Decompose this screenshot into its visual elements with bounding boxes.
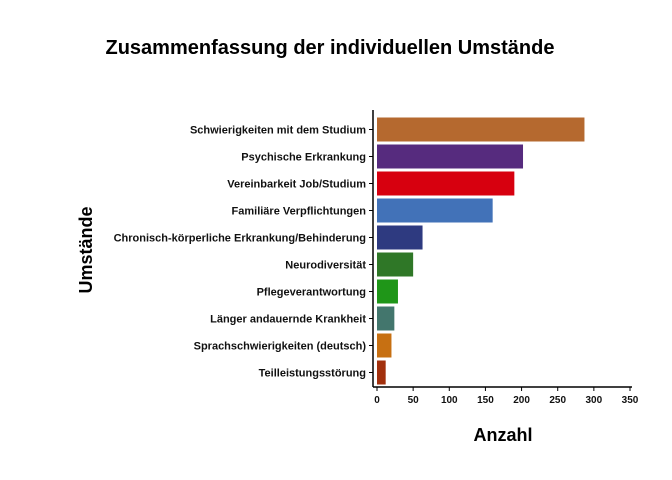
x-axis-ticks: 0 50 100 150 200 250 300 350 bbox=[374, 387, 639, 406]
category-label: Teilleistungsstörung bbox=[259, 368, 366, 380]
category-label: Neurodiversität bbox=[285, 260, 366, 272]
x-tick-label: 0 bbox=[374, 395, 380, 406]
bar bbox=[377, 252, 414, 277]
category-label: Familiäre Verpflichtungen bbox=[232, 206, 367, 218]
category-label: Psychische Erkrankung bbox=[241, 152, 366, 164]
category-label: Vereinbarkeit Job/Studium bbox=[227, 179, 366, 191]
bar bbox=[377, 117, 585, 142]
bar bbox=[377, 225, 423, 250]
y-axis-title: Umstände bbox=[76, 206, 96, 293]
x-tick-label: 350 bbox=[622, 395, 639, 406]
x-tick-label: 200 bbox=[513, 395, 530, 406]
bar bbox=[377, 306, 395, 331]
bar bbox=[377, 333, 392, 358]
bars-group bbox=[377, 117, 585, 385]
bar bbox=[377, 198, 493, 223]
category-label: Sprachschwierigkeiten (deutsch) bbox=[194, 341, 367, 353]
bar bbox=[377, 360, 386, 385]
x-tick-label: 250 bbox=[549, 395, 566, 406]
bar bbox=[377, 279, 398, 304]
category-label: Schwierigkeiten mit dem Studium bbox=[190, 125, 366, 137]
category-label: Länger andauernde Krankheit bbox=[210, 314, 366, 326]
x-tick-label: 150 bbox=[477, 395, 494, 406]
category-labels: Schwierigkeiten mit dem Studium Psychisch… bbox=[114, 125, 373, 380]
x-tick-label: 100 bbox=[441, 395, 458, 406]
category-label: Pflegeverantwortung bbox=[257, 287, 366, 299]
chart-title: Zusammenfassung der individuellen Umstän… bbox=[106, 37, 555, 59]
bar bbox=[377, 171, 515, 196]
category-label: Chronisch-körperliche Erkrankung/Behinde… bbox=[114, 233, 366, 245]
bar bbox=[377, 144, 524, 169]
x-tick-label: 300 bbox=[586, 395, 603, 406]
x-tick-label: 50 bbox=[408, 395, 420, 406]
x-axis-title: Anzahl bbox=[473, 425, 532, 445]
